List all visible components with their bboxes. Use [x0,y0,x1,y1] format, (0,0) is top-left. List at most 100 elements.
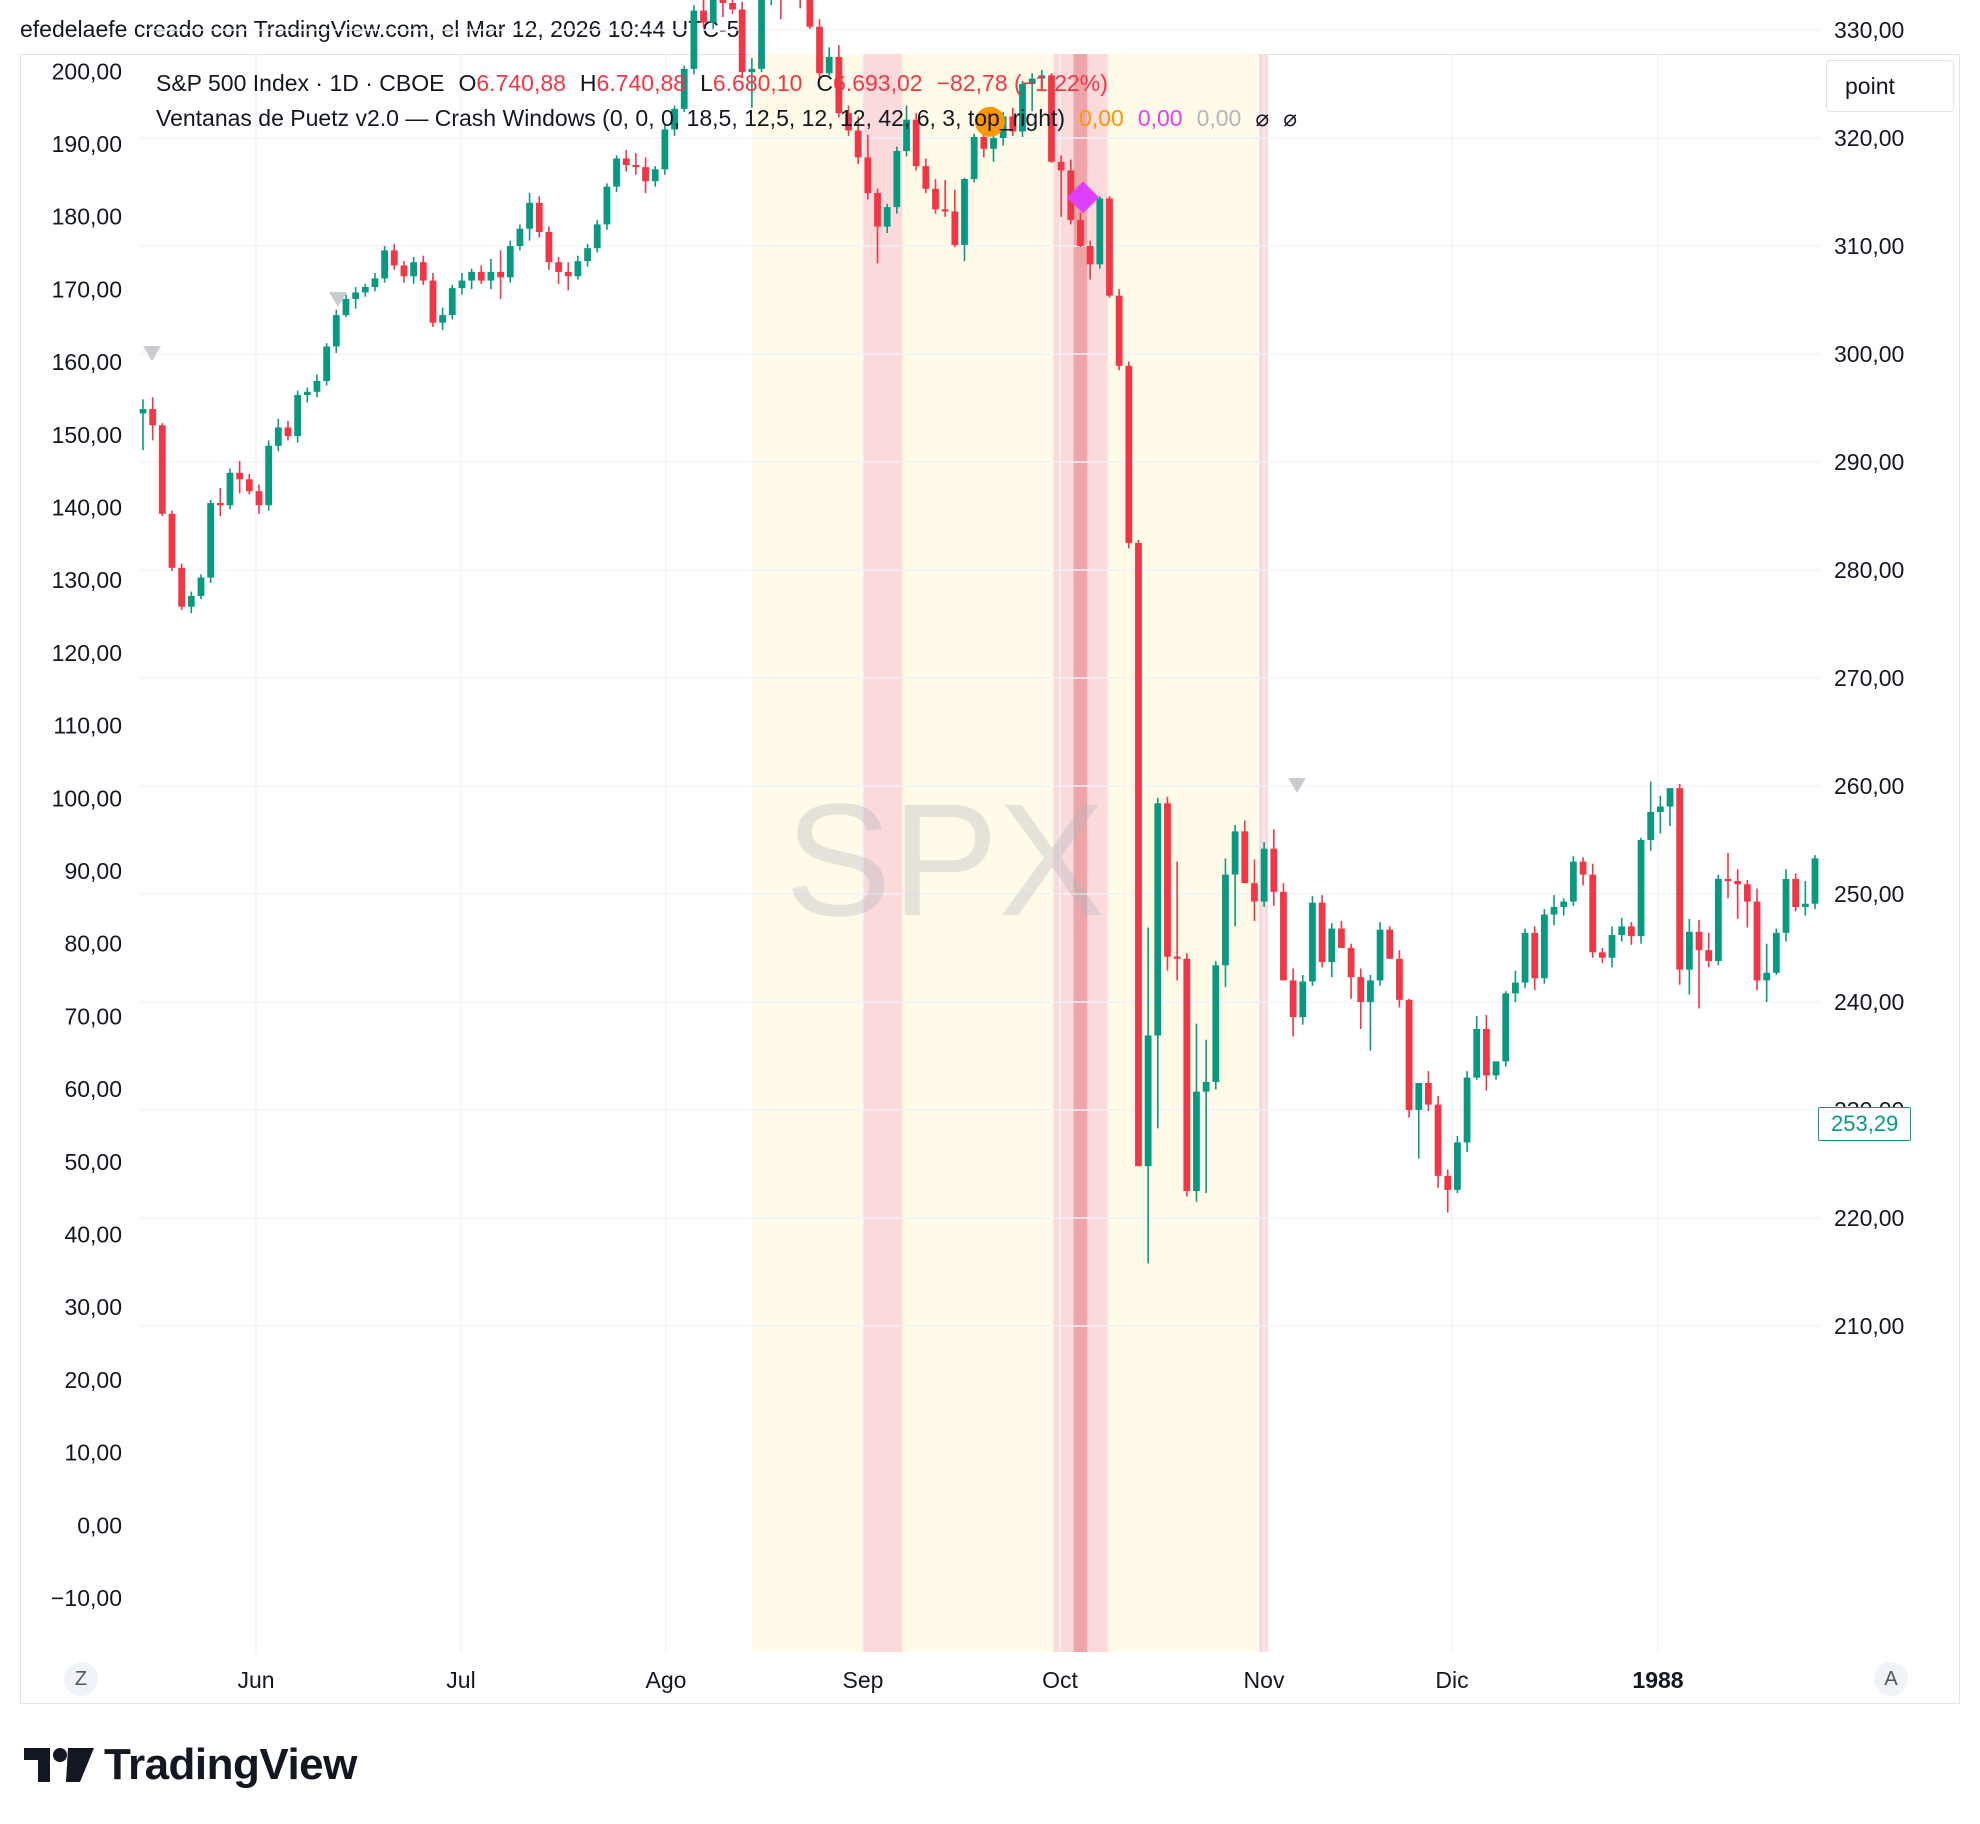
candle-body [429,280,437,323]
left-axis-tick-label: 10,00 [64,1440,122,1466]
candle-body [1434,1104,1442,1176]
left-axis-tick-label: 30,00 [64,1294,122,1320]
candle-body [1550,906,1558,915]
left-axis-tick-label: 160,00 [52,349,122,375]
candle-body [1270,848,1278,892]
right-axis-tick-label: 310,00 [1834,233,1904,259]
legend-change: −82,78 (−1,22%) [936,70,1108,96]
candle-body [1251,883,1258,902]
candle-body [1299,981,1307,1018]
candle-body [1135,543,1142,1167]
candle-body [932,188,939,210]
candle-body [1492,1061,1500,1076]
left-axis-tick-label: 80,00 [64,931,122,957]
candle-body [671,108,678,130]
candle-body [1753,901,1761,981]
candle-body [883,207,891,227]
candle-body [1415,1083,1423,1110]
candle-body [1714,878,1722,961]
legend-c-label: C [816,70,834,96]
candle-body [603,186,611,225]
last-price-tag: 253,29 [1818,1107,1912,1141]
candle-body [1579,861,1587,875]
right-axis-tick-label: 280,00 [1834,557,1904,583]
candle-body [1598,952,1606,958]
right-axis-tick-label: 210,00 [1834,1313,1904,1339]
candle-body [1222,874,1229,966]
left-axis-tick-label: 50,00 [64,1149,122,1175]
indicator-title[interactable]: Ventanas de Puetz v2.0 — Crash Windows (… [156,105,1066,131]
candle-body [990,138,997,149]
candle-body [729,3,736,10]
candle-body [526,202,533,229]
candle-body [1086,246,1094,265]
tradingview-logo[interactable]: TradingView [24,1740,357,1790]
symbol-watermark: SPX [785,770,1105,949]
candle-body [284,427,292,437]
candle-body [448,288,456,316]
legend-symbol[interactable]: S&P 500 Index · 1D · CBOE [156,70,445,96]
candle-body [903,119,910,151]
gray-triangle-marker [1288,778,1306,793]
left-axis-tick-label: 70,00 [64,1003,122,1029]
candle-body [1425,1083,1432,1105]
candle-body [642,167,649,182]
candle-body [178,567,186,607]
candle-body [1512,982,1519,994]
left-axis-tick-label: 40,00 [64,1222,122,1248]
candle-body [1376,929,1384,981]
left-axis-tick-label: 90,00 [64,858,122,884]
candle-body [1096,198,1104,265]
candle-body [632,165,640,168]
candle-body [980,136,988,149]
candle-body [226,472,234,506]
candle-body [1705,950,1713,961]
candle-body [1347,948,1355,978]
left-axis-tick-label: 0,00 [77,1512,122,1538]
candle-body [1734,881,1742,885]
candle-body [1724,878,1732,882]
x-axis-tick-label: Nov [1244,1667,1285,1693]
candle-body [1396,958,1403,1000]
magenta-diamond-marker [1067,181,1099,214]
chart-header-caption: efedelaefe creado con TradingView.com, e… [20,16,740,42]
candle-body [854,130,862,158]
grid-layer [140,29,1820,1652]
candle-body [1792,878,1800,907]
candle-body [506,246,514,278]
left-axis-tick-label: 150,00 [52,422,122,448]
candle-body [941,209,949,212]
candle-body [1782,878,1790,933]
candle-body [970,136,978,180]
legend-l-value: 6.680,10 [712,70,803,96]
candle-body [758,0,765,69]
candle-body [1483,1029,1490,1076]
candle-body [1309,902,1316,982]
candle-body [1193,1091,1200,1191]
timezone-button[interactable]: Z [64,1662,98,1696]
candle-body [709,0,717,23]
candle-body [816,26,823,74]
candle-body [574,261,582,277]
candle-body [1666,788,1674,807]
left-axis-tick-label: 190,00 [52,131,122,157]
candle-body [961,179,968,245]
candle-body [323,346,331,381]
auto-scale-button[interactable]: A [1874,1662,1908,1696]
candles-layer [139,0,1819,1264]
candle-body [1685,931,1693,970]
candle-body [912,119,920,167]
candle-body [1019,84,1026,132]
candle-body [1057,161,1065,171]
candle-body [835,57,843,114]
candle-body [439,315,446,323]
candle-body [1367,980,1374,1002]
candle-body [1811,858,1819,904]
candle-body [748,68,756,73]
candle-body [864,157,872,194]
left-axis-tick-label: 60,00 [64,1076,122,1102]
candle-body [342,298,350,316]
unit-selector[interactable]: point [1826,60,1954,112]
indicator-value-magenta: 0,00 [1137,105,1183,131]
